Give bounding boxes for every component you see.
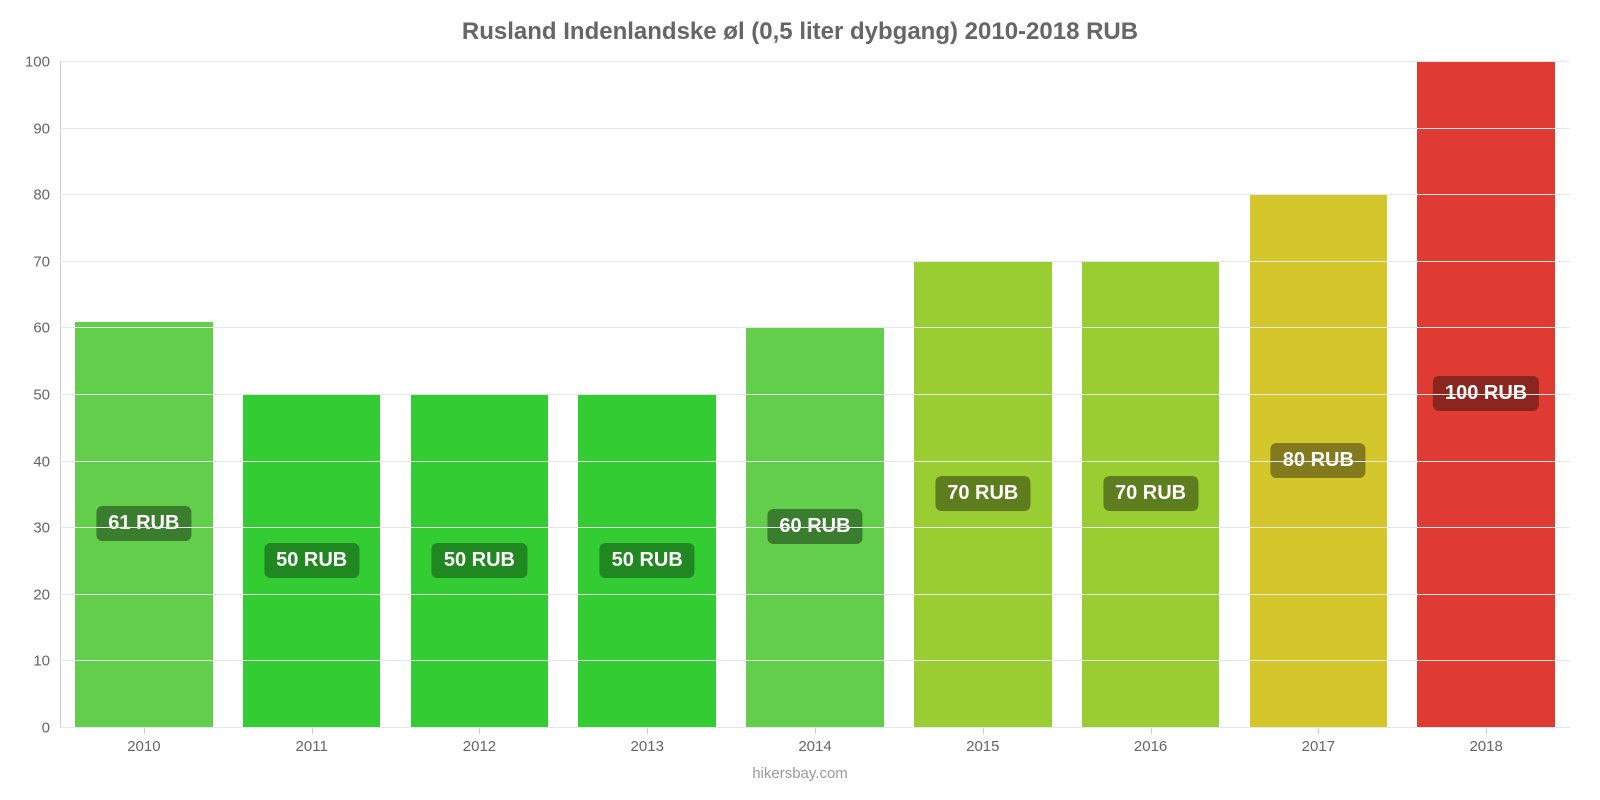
bar-value-label: 50 RUB (600, 543, 695, 578)
x-tick-mark (647, 728, 648, 734)
grid-line (60, 527, 1570, 528)
y-tick-label: 20 (33, 586, 60, 603)
bar-slot: 70 RUB2015 (899, 62, 1067, 728)
bar-slot: 80 RUB2017 (1234, 62, 1402, 728)
y-tick-label: 100 (25, 54, 60, 71)
bar-slot: 50 RUB2013 (563, 62, 731, 728)
bar: 100 RUB (1417, 62, 1555, 728)
grid-line (60, 394, 1570, 395)
x-tick-mark (1151, 728, 1152, 734)
bars-row: 61 RUB201050 RUB201150 RUB201250 RUB2013… (60, 62, 1570, 728)
bar-value-label: 70 RUB (935, 476, 1030, 511)
grid-line (60, 261, 1570, 262)
grid-line (60, 461, 1570, 462)
bar-slot: 50 RUB2012 (396, 62, 564, 728)
bar-value-label: 61 RUB (96, 506, 191, 541)
x-tick-mark (815, 728, 816, 734)
y-tick-label: 80 (33, 187, 60, 204)
bar-value-label: 50 RUB (432, 543, 527, 578)
bar: 50 RUB (578, 395, 716, 728)
chart-source: hikersbay.com (0, 765, 1600, 782)
grid-line (60, 727, 1570, 728)
bar: 70 RUB (1082, 262, 1220, 728)
grid-line (60, 594, 1570, 595)
plot-area: 61 RUB201050 RUB201150 RUB201250 RUB2013… (60, 62, 1570, 728)
bar-chart: Rusland Indenlandske øl (0,5 liter dybga… (0, 0, 1600, 800)
y-tick-label: 90 (33, 120, 60, 137)
bar: 70 RUB (914, 262, 1052, 728)
bar-slot: 60 RUB2014 (731, 62, 899, 728)
bar: 60 RUB (746, 328, 884, 728)
x-tick-mark (1318, 728, 1319, 734)
x-tick-mark (479, 728, 480, 734)
y-tick-label: 30 (33, 520, 60, 537)
bar-slot: 100 RUB2018 (1402, 62, 1570, 728)
y-tick-label: 40 (33, 453, 60, 470)
grid-line (60, 327, 1570, 328)
x-tick-mark (144, 728, 145, 734)
y-tick-label: 70 (33, 253, 60, 270)
bar-slot: 61 RUB2010 (60, 62, 228, 728)
grid-line (60, 61, 1570, 62)
bar: 50 RUB (411, 395, 549, 728)
chart-title: Rusland Indenlandske øl (0,5 liter dybga… (0, 0, 1600, 52)
bar: 61 RUB (75, 322, 213, 728)
bar-slot: 70 RUB2016 (1067, 62, 1235, 728)
y-tick-label: 0 (42, 720, 60, 737)
y-tick-label: 10 (33, 653, 60, 670)
y-tick-label: 50 (33, 387, 60, 404)
bar-value-label: 70 RUB (1103, 476, 1198, 511)
bar-slot: 50 RUB2011 (228, 62, 396, 728)
x-tick-mark (312, 728, 313, 734)
x-tick-mark (1486, 728, 1487, 734)
bar: 50 RUB (243, 395, 381, 728)
x-tick-mark (983, 728, 984, 734)
bar-value-label: 50 RUB (264, 543, 359, 578)
grid-line (60, 660, 1570, 661)
grid-line (60, 194, 1570, 195)
y-tick-label: 60 (33, 320, 60, 337)
grid-line (60, 128, 1570, 129)
